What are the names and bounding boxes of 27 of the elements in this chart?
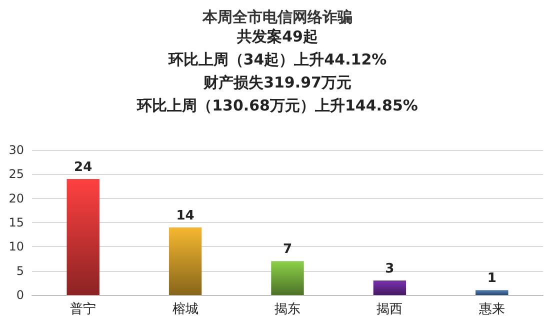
y-tick-label: 30 xyxy=(8,143,24,157)
data-label: 14 xyxy=(176,208,194,224)
x-tick-label: 榕城 xyxy=(172,302,198,317)
chart-title: 本周全市电信网络诈骗 xyxy=(202,8,352,26)
y-tick-label: 5 xyxy=(16,264,24,278)
data-label: 7 xyxy=(282,242,292,258)
text: 环比上周（34起）上升44.12% xyxy=(167,50,387,68)
data-label: 24 xyxy=(74,160,92,175)
bar xyxy=(476,290,508,295)
bar xyxy=(373,280,406,295)
text: 财产损失319.97万元 xyxy=(202,74,352,92)
text: 环比上周（130.68万元）上升144.85% xyxy=(136,96,418,114)
bar xyxy=(168,227,202,295)
bar xyxy=(271,261,304,295)
x-tick-label: 揭东 xyxy=(274,302,300,317)
x-tick-label: 惠来 xyxy=(478,302,505,317)
y-tick-label: 15 xyxy=(8,216,24,230)
data-label: 3 xyxy=(385,262,394,276)
data-label: 1 xyxy=(487,271,496,286)
x-tick-label: 普宁 xyxy=(70,301,96,317)
y-tick-label: 0 xyxy=(16,288,24,302)
y-tick-label: 25 xyxy=(8,167,24,182)
y-tick-label: 10 xyxy=(8,240,24,254)
y-tick-label: 20 xyxy=(8,191,24,206)
bar xyxy=(66,179,100,295)
x-tick-label: 揭西 xyxy=(376,302,403,317)
text: 共发案49起 xyxy=(236,28,318,46)
